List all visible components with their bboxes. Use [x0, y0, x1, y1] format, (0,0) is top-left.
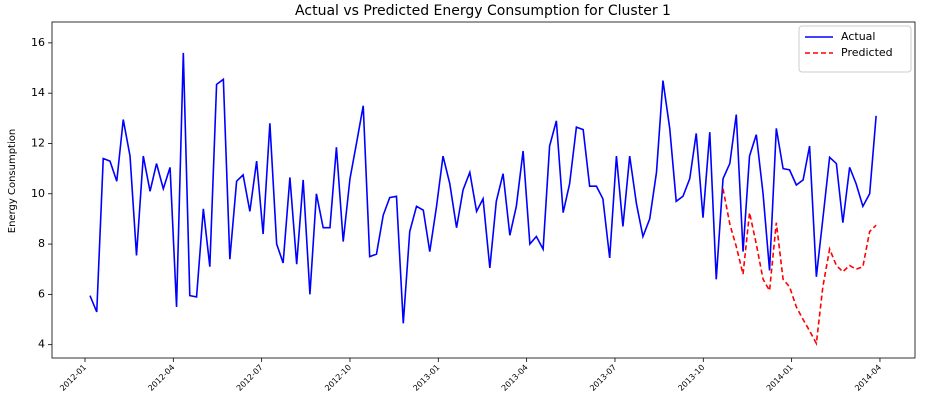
y-tick-label: 8 — [38, 237, 45, 250]
x-tick-label: 2012-07 — [235, 363, 265, 393]
y-axis-label: Energy Consumption — [7, 129, 18, 233]
x-tick-label: 2013-10 — [676, 363, 706, 393]
legend-label: Predicted — [841, 46, 893, 59]
x-tick-label: 2014-01 — [765, 363, 795, 393]
y-tick-label: 4 — [38, 338, 45, 351]
x-tick-label: 2014-04 — [853, 363, 883, 393]
series-line — [89, 52, 877, 324]
x-tick-label: 2013-07 — [588, 363, 618, 393]
x-tick-label: 2013-04 — [500, 363, 530, 393]
x-tick-label: 2013-01 — [411, 363, 441, 393]
x-tick-label: 2012-01 — [58, 363, 88, 393]
y-tick-label: 12 — [31, 136, 45, 149]
chart-title: Actual vs Predicted Energy Consumption f… — [295, 3, 671, 19]
y-tick-label: 6 — [38, 287, 45, 300]
y-tick-label: 16 — [31, 36, 45, 49]
x-tick-label: 2012-04 — [146, 363, 176, 393]
plot-frame — [51, 21, 916, 359]
y-tick-label: 14 — [31, 86, 45, 99]
legend-label: Actual — [841, 30, 875, 43]
x-tick-label: 2012-10 — [323, 363, 353, 393]
y-tick-label: 10 — [31, 187, 45, 200]
series-line — [722, 188, 877, 347]
